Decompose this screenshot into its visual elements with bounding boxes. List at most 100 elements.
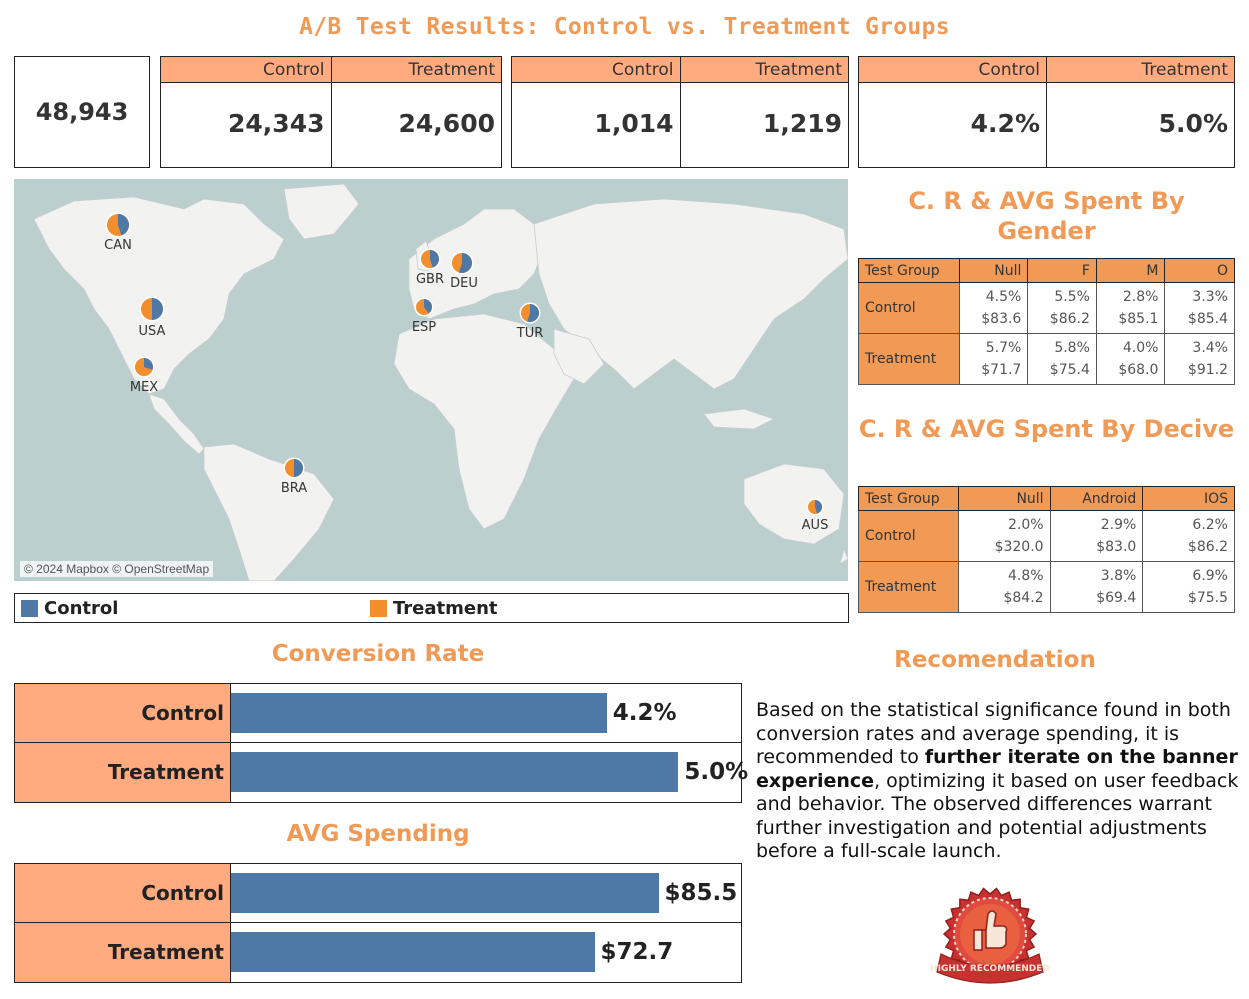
gender-header-o: O <box>1164 258 1235 283</box>
legend-treatment-swatch <box>370 600 387 617</box>
gender-row-group: Treatment <box>858 333 960 385</box>
conversion-rate-title: Conversion Rate <box>271 641 485 667</box>
avg-spent-value: $84.2 <box>1003 590 1044 606</box>
map-pie-control-slice <box>144 358 154 370</box>
map-pie-can[interactable]: CAN <box>104 212 132 254</box>
bar-category-label: Treatment <box>15 743 231 802</box>
map-pie-gbr[interactable]: GBR <box>416 248 444 288</box>
rate-control-value: 4.2% <box>859 83 1047 167</box>
map-pie-control-slice <box>424 299 432 314</box>
map-pie-control-slice <box>294 459 303 477</box>
legend-control: Control <box>21 598 118 619</box>
table-row: Treatment 5.7% $71.7 5.8% $75.4 4.0% $68.0 3.4%… <box>858 333 1235 385</box>
gender-cell: 3.3% $85.4 <box>1164 282 1235 334</box>
map-pie-label: AUS <box>802 518 829 533</box>
conversion-rate-value: 6.2% <box>1192 517 1228 533</box>
bar-plot-area: $72.7 <box>231 923 741 982</box>
conversion-rate-value: 5.8% <box>1054 340 1090 356</box>
gender-section-title: C. R & AVG Spent By Gender <box>908 187 1185 245</box>
avg-spent-value: $75.4 <box>1049 362 1090 378</box>
map-pie-bra[interactable]: BRA <box>281 457 307 497</box>
device-cell: 2.9% $83.0 <box>1049 510 1144 562</box>
recommendation-text-after: , optimizing it based on user feedback a… <box>756 769 1239 863</box>
gender-cell: 2.8% $85.1 <box>1095 282 1166 334</box>
map-pie-esp[interactable]: ESP <box>412 297 436 336</box>
map-pie-label: MEX <box>130 380 158 395</box>
conversions-treatment-header: Treatment <box>680 57 848 83</box>
world-map-canvas: CAN USA MEX BRA GBR DEU ESP TUR AUS <box>33 183 848 581</box>
gender-header-m: M <box>1095 258 1166 283</box>
recommendation-text: Based on the statistical significance fo… <box>756 699 1240 864</box>
map-pie-label: USA <box>139 324 166 339</box>
highly-recommended-badge-icon: HIGHLY RECOMMENDED <box>930 887 1050 984</box>
gender-cell: 4.5% $83.6 <box>958 282 1029 334</box>
avg-spent-value: $68.0 <box>1118 362 1159 378</box>
avg-spent-value: $69.4 <box>1096 590 1137 606</box>
bar-plot-area: 4.2% <box>231 684 741 742</box>
conversion-rate-value: 3.8% <box>1100 568 1137 584</box>
bar-treatment[interactable] <box>231 752 679 792</box>
users-kpi: Control Treatment 24,343 24,600 <box>160 56 502 168</box>
gender-cell: 4.0% $68.0 <box>1095 333 1166 385</box>
map-pie-aus[interactable]: AUS <box>802 498 829 534</box>
page-title: A/B Test Results: Control vs. Treatment … <box>299 14 950 40</box>
avg-spent-value: $86.2 <box>1049 311 1090 327</box>
conversion-rate-value: 2.8% <box>1122 289 1159 305</box>
legend-treatment-label: Treatment <box>393 598 498 619</box>
map-pie-tur[interactable]: TUR <box>516 302 544 342</box>
conversion-rate-value: 4.8% <box>1007 568 1044 584</box>
conversion-rate-value: 6.9% <box>1192 568 1228 584</box>
avg-spending-chart: Control $85.5 Treatment $72.7 <box>14 863 742 983</box>
device-cell: 6.2% $86.2 <box>1142 510 1235 562</box>
bar-value-label: $85.5 <box>664 880 738 906</box>
gender-header-f: F <box>1027 258 1097 283</box>
avg-spent-value: $83.6 <box>981 311 1022 327</box>
avg-spent-value: $85.4 <box>1187 311 1228 327</box>
map-pie-label: CAN <box>104 238 132 253</box>
device-cell: 6.9% $75.5 <box>1142 561 1235 613</box>
recommendation-text-bold: further iterate on the banner experience <box>756 746 1238 792</box>
bar-treatment[interactable] <box>231 932 595 972</box>
map-pie-deu[interactable]: DEU <box>450 251 478 292</box>
device-section-title: C. R & AVG Spent By Decive <box>858 415 1235 443</box>
recommendation-text-before: Based on the statistical significance fo… <box>756 699 1231 768</box>
device-cell: 3.8% $69.4 <box>1049 561 1144 613</box>
avg-spent-value: $85.1 <box>1118 311 1159 327</box>
device-header-null: Null <box>957 486 1051 511</box>
bar-value-label: 4.2% <box>612 700 677 726</box>
table-row: Treatment 4.8% $84.2 3.8% $69.4 6.9% $75.5 <box>858 561 1235 613</box>
conversions-control-value: 1,014 <box>512 83 681 167</box>
map-pie-label: TUR <box>516 326 544 341</box>
bar-plot-area: 5.0% <box>231 743 748 802</box>
bar-category-label: Treatment <box>15 923 231 982</box>
map-pie-label: DEU <box>450 276 478 291</box>
gender-header-test-group: Test Group <box>858 258 960 283</box>
users-treatment-header: Treatment <box>331 57 501 83</box>
map-pie-control-slice <box>118 214 129 236</box>
world-map[interactable]: CAN USA MEX BRA GBR DEU ESP TUR AUS © 2024 Mapbo… <box>14 179 848 581</box>
gender-table: Test Group Null F M O Control 4.5% $83.6 5.5% $8… <box>858 258 1235 385</box>
bar-control[interactable] <box>231 693 607 733</box>
bar-category-label: Control <box>15 684 231 742</box>
map-pie-usa[interactable]: USA <box>139 296 166 340</box>
conversion-rate-value: 4.0% <box>1122 340 1159 356</box>
badge-text: HIGHLY RECOMMENDED <box>930 964 1050 974</box>
conversion-rate-value: 5.5% <box>1054 289 1090 305</box>
legend-control-swatch <box>21 600 38 617</box>
map-pie-label: BRA <box>281 481 307 496</box>
device-header-test-group: Test Group <box>858 486 959 511</box>
recommendation-title: Recomendation <box>894 647 1096 673</box>
table-row: Control 4.5% $83.6 5.5% $86.2 2.8% $85.1 3.3% $8… <box>858 282 1235 334</box>
device-table: Test Group Null Android IOS Control 2.0% $320… <box>858 486 1235 613</box>
avg-spent-value: $75.5 <box>1187 590 1228 606</box>
map-attribution[interactable]: © 2024 Mapbox © OpenStreetMap <box>20 561 214 577</box>
rate-treatment-header: Treatment <box>1047 57 1234 83</box>
gender-cell: 5.7% $71.7 <box>958 333 1029 385</box>
map-pie-mex[interactable]: MEX <box>130 356 158 396</box>
bar-control[interactable] <box>231 873 659 913</box>
users-treatment-value: 24,600 <box>398 109 495 138</box>
device-header-android: Android <box>1049 486 1144 511</box>
rate-control-header: Control <box>859 57 1047 83</box>
map-pie-control-slice <box>527 304 539 322</box>
legend-control-label: Control <box>44 598 119 619</box>
